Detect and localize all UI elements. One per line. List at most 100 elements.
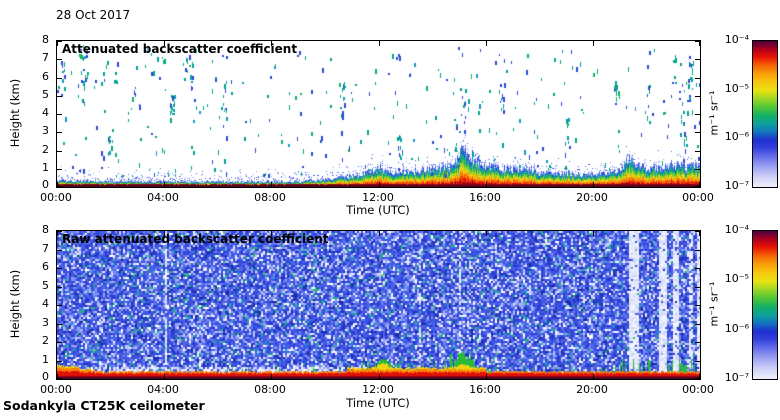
x-tick-mark <box>57 182 58 187</box>
colorbar-tick-label: 10⁻⁶ <box>724 322 749 335</box>
x-tick-mark <box>271 182 272 187</box>
y-tick-mark <box>57 342 62 343</box>
x-tick-mark <box>271 231 272 236</box>
x-tick-label: 16:00 <box>469 191 501 204</box>
y-tick-label: 2 <box>42 143 49 156</box>
x-tick-mark <box>486 41 487 46</box>
x-tick-mark <box>164 182 165 187</box>
x-tick-mark <box>57 231 58 236</box>
y-tick-label: 0 <box>42 178 49 191</box>
panel2-y-axis-label: Height (km) <box>8 269 22 339</box>
y-tick-mark <box>57 324 62 325</box>
y-tick-mark <box>57 78 62 79</box>
x-tick-mark <box>699 374 700 379</box>
y-tick-label: 4 <box>42 106 49 119</box>
y-tick-mark <box>695 114 700 115</box>
y-tick-label: 3 <box>42 316 49 329</box>
y-tick-mark <box>695 186 700 187</box>
y-tick-mark <box>695 132 700 133</box>
y-tick-label: 0 <box>42 370 49 383</box>
x-tick-mark <box>486 374 487 379</box>
y-tick-mark <box>57 41 62 42</box>
x-tick-label: 00:00 <box>682 191 714 204</box>
y-tick-mark <box>57 59 62 60</box>
y-tick-label: 6 <box>42 260 49 273</box>
date-label: 28 Oct 2017 <box>56 8 131 22</box>
panel1-title: Attenuated backscatter coefficient <box>62 42 298 56</box>
x-tick-mark <box>699 231 700 236</box>
y-tick-mark <box>695 41 700 42</box>
colorbar-tick-label: 10⁻⁷ <box>724 179 749 192</box>
x-tick-label: 04:00 <box>147 383 179 396</box>
y-tick-mark <box>695 305 700 306</box>
colorbar-tick-label: 10⁻⁵ <box>724 272 749 285</box>
y-tick-label: 8 <box>42 33 49 46</box>
y-tick-label: 1 <box>42 161 49 174</box>
y-tick-mark <box>695 378 700 379</box>
y-tick-mark <box>695 287 700 288</box>
y-tick-mark <box>57 114 62 115</box>
colorbar-tick-label: 10⁻⁶ <box>724 130 749 143</box>
panel-raw-attenuated-backscatter: Raw attenuated backscatter coefficient <box>56 230 701 380</box>
x-tick-label: 20:00 <box>576 383 608 396</box>
y-tick-mark <box>695 59 700 60</box>
y-tick-mark <box>57 378 62 379</box>
y-tick-mark <box>57 250 62 251</box>
y-tick-mark <box>695 96 700 97</box>
colorbar-tick-label: 10⁻⁷ <box>724 371 749 384</box>
y-tick-mark <box>57 151 62 152</box>
y-tick-label: 5 <box>42 88 49 101</box>
y-tick-label: 4 <box>42 297 49 310</box>
y-tick-label: 3 <box>42 124 49 137</box>
y-tick-mark <box>57 186 62 187</box>
y-tick-label: 2 <box>42 334 49 347</box>
x-tick-mark <box>593 231 594 236</box>
x-tick-mark <box>699 41 700 46</box>
y-tick-mark <box>695 169 700 170</box>
x-tick-mark <box>379 374 380 379</box>
colorbar-bottom-unit-label: m⁻¹ sr⁻¹ <box>707 281 721 327</box>
y-tick-label: 7 <box>42 51 49 64</box>
raw-attenuated-backscatter-heatmap <box>57 231 700 379</box>
y-tick-mark <box>57 268 62 269</box>
y-tick-label: 1 <box>42 353 49 366</box>
y-tick-label: 7 <box>42 242 49 255</box>
x-tick-mark <box>593 182 594 187</box>
x-tick-mark <box>379 231 380 236</box>
y-tick-mark <box>57 361 62 362</box>
panel1-x-axis-label: Time (UTC) <box>346 203 410 217</box>
x-tick-mark <box>699 182 700 187</box>
x-tick-mark <box>486 182 487 187</box>
y-tick-mark <box>57 287 62 288</box>
panel2-title: Raw attenuated backscatter coefficient <box>62 232 329 246</box>
y-tick-mark <box>57 132 62 133</box>
x-tick-mark <box>57 41 58 46</box>
x-tick-label: 00:00 <box>682 383 714 396</box>
y-tick-mark <box>57 231 62 232</box>
y-tick-mark <box>695 324 700 325</box>
x-tick-label: 00:00 <box>40 191 72 204</box>
y-tick-label: 5 <box>42 279 49 292</box>
x-tick-mark <box>593 41 594 46</box>
y-tick-mark <box>695 151 700 152</box>
attenuated-backscatter-heatmap <box>57 41 700 187</box>
x-tick-label: 08:00 <box>254 383 286 396</box>
x-tick-label: 08:00 <box>254 191 286 204</box>
x-tick-mark <box>593 374 594 379</box>
x-tick-mark <box>57 374 58 379</box>
x-tick-mark <box>379 41 380 46</box>
x-tick-label: 12:00 <box>362 383 394 396</box>
x-tick-label: 12:00 <box>362 191 394 204</box>
y-tick-mark <box>57 96 62 97</box>
colorbar-top-unit-label: m⁻¹ sr⁻¹ <box>707 90 721 136</box>
x-tick-mark <box>271 374 272 379</box>
y-tick-mark <box>695 231 700 232</box>
x-tick-mark <box>379 182 380 187</box>
y-tick-mark <box>57 169 62 170</box>
x-tick-mark <box>271 41 272 46</box>
x-tick-mark <box>164 41 165 46</box>
x-tick-label: 04:00 <box>147 191 179 204</box>
x-tick-mark <box>164 374 165 379</box>
x-tick-label: 00:00 <box>40 383 72 396</box>
y-tick-mark <box>695 268 700 269</box>
